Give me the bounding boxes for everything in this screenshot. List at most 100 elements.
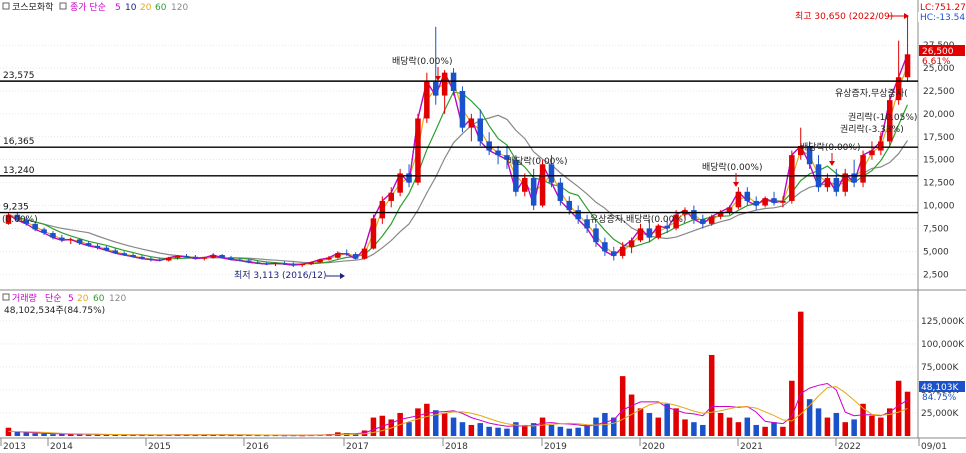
candle-body xyxy=(201,257,208,259)
candle-body xyxy=(50,233,56,238)
volume-y-tick: 25,000K xyxy=(921,409,959,419)
candle-body xyxy=(272,263,279,265)
volume-bar xyxy=(459,422,466,436)
volume-bar xyxy=(771,422,777,436)
annotation-dividend-2019: 배당락(0.00%) xyxy=(507,155,567,167)
current-volume-pct: 84.75% xyxy=(922,393,957,403)
candle-body xyxy=(797,145,804,156)
annotation-rights-2: 권리락(-3.33%) xyxy=(840,123,904,135)
candle-body xyxy=(522,178,528,192)
volume-bar xyxy=(753,424,759,436)
annotation-low: 최저 3,113 (2016/12) xyxy=(234,270,326,281)
candle-body xyxy=(557,182,564,201)
candle-body xyxy=(68,239,74,241)
candle-body xyxy=(237,259,243,261)
volume-bar xyxy=(815,408,822,436)
volume-bar xyxy=(5,427,12,436)
x-axis-label: 2014 xyxy=(50,442,73,452)
volume-bar xyxy=(59,433,65,436)
candle-body xyxy=(584,219,590,229)
ma-legend-label: 종가 단순 xyxy=(70,2,106,13)
candle-body xyxy=(646,228,653,238)
volume-bar xyxy=(23,432,30,436)
volume-bar xyxy=(121,434,127,436)
current-price-box xyxy=(919,45,965,56)
ma-legend-20: 20 xyxy=(140,3,152,13)
annotation-paid-free-issue: 유상증자,무상증자( xyxy=(835,88,908,99)
annotation-dividend-2013: (0.00%) xyxy=(2,215,38,225)
price-gridlines xyxy=(0,44,918,275)
candle-body xyxy=(308,262,314,265)
volume-bar xyxy=(522,424,528,436)
price-y-tick: 7,500 xyxy=(923,224,949,234)
candle-body xyxy=(219,255,225,258)
candle-body xyxy=(708,216,715,224)
candle-body xyxy=(5,214,12,224)
volume-bar xyxy=(869,415,875,436)
volume-bar xyxy=(246,434,252,436)
ticker-name: 코스모화학 xyxy=(12,2,53,13)
volume-bar xyxy=(32,433,38,436)
annotation-dividend-2021: 배당락(0.00%) xyxy=(800,141,860,153)
x-axis-label: 2020 xyxy=(642,442,665,452)
volume-bar xyxy=(441,412,448,436)
y-axis-labels: 27,50025,00022,50020,00017,50015,00012,5… xyxy=(921,41,965,419)
volume-y-tick: 100,000K xyxy=(921,340,965,350)
ma-legend-5: 5 xyxy=(115,3,121,13)
volume-bar xyxy=(593,417,599,436)
candle-body xyxy=(842,173,848,192)
candle-body xyxy=(192,256,199,259)
x-axis-label: 2021 xyxy=(740,442,763,452)
candle-body xyxy=(263,263,270,265)
candle-body xyxy=(397,173,403,193)
price-panel[interactable] xyxy=(0,0,918,290)
candlestick-series xyxy=(5,16,911,267)
price-legend: 코스모화학 종가 단순 5 10 20 60 120 xyxy=(2,2,188,13)
candle-body xyxy=(468,118,475,128)
volume-ma20-line xyxy=(8,386,908,436)
volume-bar xyxy=(637,408,644,436)
price-y-tick: 2,500 xyxy=(923,270,949,280)
volume-bar xyxy=(628,394,635,436)
volume-bar xyxy=(504,428,510,436)
volume-bar xyxy=(886,408,893,436)
x-axis-label: 2015 xyxy=(148,442,171,452)
volume-bar xyxy=(50,434,56,436)
volume-ma-20: 20 xyxy=(77,294,89,304)
price-level-label: 9,235 xyxy=(3,203,29,213)
volume-y-tick: 125,000K xyxy=(921,317,965,327)
candle-body xyxy=(860,155,866,183)
candle-body xyxy=(441,72,448,96)
candle-body xyxy=(495,150,501,156)
volume-bar xyxy=(352,433,359,436)
volume-bar xyxy=(851,419,857,436)
volume-info: 48,102,534주(84.75%) xyxy=(4,305,105,316)
price-level-label: 13,240 xyxy=(3,166,35,176)
volume-bar xyxy=(726,417,733,436)
candle-body xyxy=(23,220,30,224)
volume-y-tick: 75,000K xyxy=(921,363,959,373)
candle-body xyxy=(504,155,510,160)
volume-bar xyxy=(530,423,537,436)
candle-body xyxy=(112,250,119,254)
volume-bar xyxy=(762,426,768,436)
candle-body xyxy=(370,218,377,249)
volume-bar xyxy=(691,422,697,436)
volume-bar xyxy=(281,435,288,437)
lc-readout: LC:751.27 xyxy=(920,3,966,13)
volume-bar xyxy=(112,434,119,436)
candle-body xyxy=(459,90,466,128)
volume-panel[interactable] xyxy=(0,290,918,438)
volume-gridlines xyxy=(0,320,918,414)
candle-body xyxy=(165,257,172,261)
volume-bar xyxy=(557,426,564,436)
volume-ma-120: 120 xyxy=(109,294,126,304)
current-price-label: 26,500 xyxy=(922,47,954,57)
candle-body xyxy=(700,219,706,224)
candle-body xyxy=(254,262,261,264)
volume-bar xyxy=(780,426,786,436)
volume-bar xyxy=(210,434,216,436)
volume-bar xyxy=(68,434,74,436)
price-y-tick: 12,500 xyxy=(923,179,955,189)
volume-bar xyxy=(700,424,706,436)
